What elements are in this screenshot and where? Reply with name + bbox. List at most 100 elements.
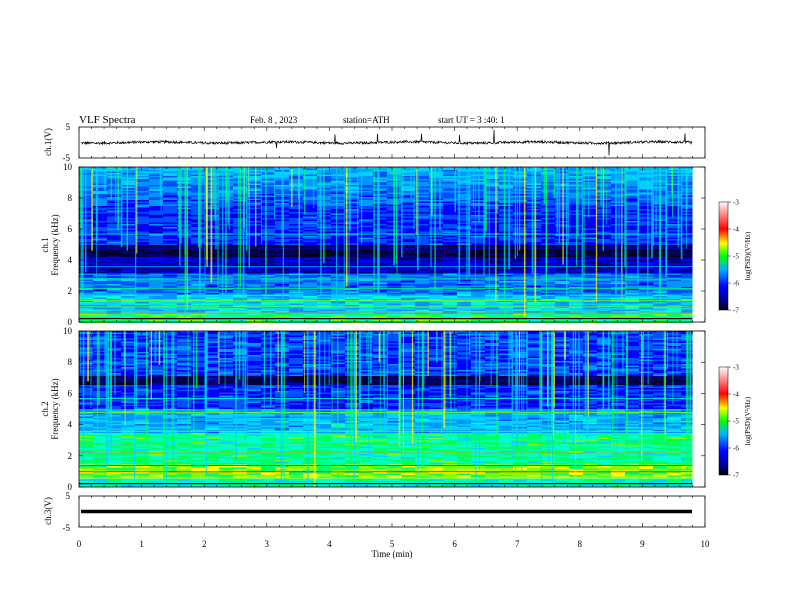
spectrogram-cell xyxy=(303,203,317,205)
spectrogram-cell xyxy=(149,209,163,211)
spectrogram-cell xyxy=(331,170,345,172)
spectrogram-cell xyxy=(625,261,639,264)
spectrogram-cell xyxy=(359,267,373,270)
spectrogram-cell xyxy=(135,300,149,303)
spectrogram-cell xyxy=(345,218,359,220)
spectrogram-cell xyxy=(163,285,177,288)
spectrogram-cell xyxy=(541,251,555,253)
spectrogram-cell xyxy=(107,171,121,174)
spectrogram-cell xyxy=(569,288,583,291)
spectrogram-cell xyxy=(261,231,275,234)
spectrogram-cell xyxy=(457,264,471,267)
spectrogram-cell xyxy=(121,303,135,306)
spectrogram-cell xyxy=(625,189,639,192)
spectrogram-cell xyxy=(107,251,121,253)
spectrogram-cell xyxy=(149,240,163,243)
spectrogram-cell xyxy=(247,294,261,297)
spectrogram-cell xyxy=(457,281,471,283)
spectrogram-cell xyxy=(499,287,513,289)
spectrogram-cell xyxy=(499,279,513,282)
spectrogram-cell xyxy=(527,261,541,264)
spectrogram-cell xyxy=(485,269,499,271)
spectrogram-cell xyxy=(583,227,597,229)
spectrogram-cell xyxy=(163,209,177,211)
spectrogram-cell xyxy=(415,251,429,253)
spectrogram-cell xyxy=(569,225,583,228)
spectrogram-cell xyxy=(541,209,555,211)
spectrogram-cell xyxy=(163,246,177,249)
spectrogram-cell xyxy=(177,185,191,187)
spectrogram-cell xyxy=(247,311,261,313)
spectrogram-cell xyxy=(247,189,261,192)
spectrogram-cell xyxy=(541,275,555,277)
spectrogram-cell xyxy=(149,167,163,169)
spectrogram-cell xyxy=(177,309,191,312)
spectrogram-cell xyxy=(611,287,625,289)
spectrogram-cell xyxy=(639,171,653,174)
spectrogram-cell xyxy=(569,191,583,193)
spectrogram-cell xyxy=(93,228,107,231)
spectrogram-cell xyxy=(289,272,303,274)
spectrogram-cell xyxy=(121,270,135,273)
spectrogram-cell xyxy=(149,216,163,219)
spectrogram-cell xyxy=(625,299,639,301)
spectrogram-cell xyxy=(569,215,583,217)
spectrogram-cell xyxy=(191,239,205,241)
spectrogram-cell xyxy=(541,239,555,241)
spectrogram-cell xyxy=(149,264,163,267)
spectrogram-cell xyxy=(485,315,499,318)
spectrogram-cell xyxy=(331,267,345,270)
spectrogram-cell xyxy=(401,257,415,259)
spectrogram-cell xyxy=(597,225,611,228)
spectrogram-cell xyxy=(667,210,681,213)
spectrogram-cell xyxy=(499,270,513,273)
spectrogram-cell xyxy=(93,168,107,171)
spectrogram-cell xyxy=(625,218,639,220)
spectrogram-cell xyxy=(625,230,639,232)
spectrogram-cell xyxy=(527,243,541,246)
spectrogram-cell xyxy=(667,306,681,309)
spectrogram-cell xyxy=(247,219,261,222)
spectrogram-sferic xyxy=(80,167,82,299)
spectrogram-cell xyxy=(499,224,513,226)
spectrogram-cell xyxy=(191,269,205,271)
spectrogram-cell xyxy=(583,186,597,189)
spectrogram-cell xyxy=(191,296,205,298)
spectrogram-cell xyxy=(317,282,331,285)
spectrogram-cell xyxy=(667,315,681,318)
spectrogram-cell xyxy=(429,194,443,196)
spectrogram-cell xyxy=(457,215,471,217)
spectrogram-cell xyxy=(611,281,625,283)
spectrogram-cell xyxy=(401,297,415,300)
spectrogram-cell xyxy=(93,300,107,303)
spectrogram-cell xyxy=(387,287,401,289)
spectrogram-cell xyxy=(611,168,625,171)
spectrogram-cell xyxy=(485,257,499,259)
spectrogram-cell xyxy=(345,279,359,282)
spectrogram-cell xyxy=(261,300,275,303)
spectrogram-cell xyxy=(401,308,415,310)
spectrogram-cell xyxy=(93,285,107,288)
spectrogram-sferic xyxy=(600,167,602,206)
spectrogram-cell xyxy=(345,251,359,253)
spectrogram-cell xyxy=(513,279,527,282)
spectrogram-cell xyxy=(107,167,121,169)
ch2-spectrogram-image xyxy=(79,331,705,488)
spectrogram-cell xyxy=(191,231,205,234)
spectrogram-cell xyxy=(275,311,289,313)
spectrogram-cell xyxy=(443,257,457,259)
spectrogram-cell xyxy=(625,207,639,210)
spectrogram-cell xyxy=(471,177,485,180)
spectrogram-cell xyxy=(527,263,541,265)
spectrogram-cell xyxy=(541,227,555,229)
spectrogram-cell xyxy=(163,167,177,169)
spectrogram-cell xyxy=(415,191,429,193)
spectrogram-cell xyxy=(331,294,345,297)
spectrogram-cell xyxy=(331,255,345,258)
spectrogram-cell xyxy=(457,303,471,306)
spectrogram-cell xyxy=(177,246,191,249)
spectrogram-cell xyxy=(541,240,555,243)
spectrogram-sferic xyxy=(416,167,418,236)
spectrogram-cell xyxy=(611,215,625,217)
spectrogram-cell xyxy=(667,284,681,286)
